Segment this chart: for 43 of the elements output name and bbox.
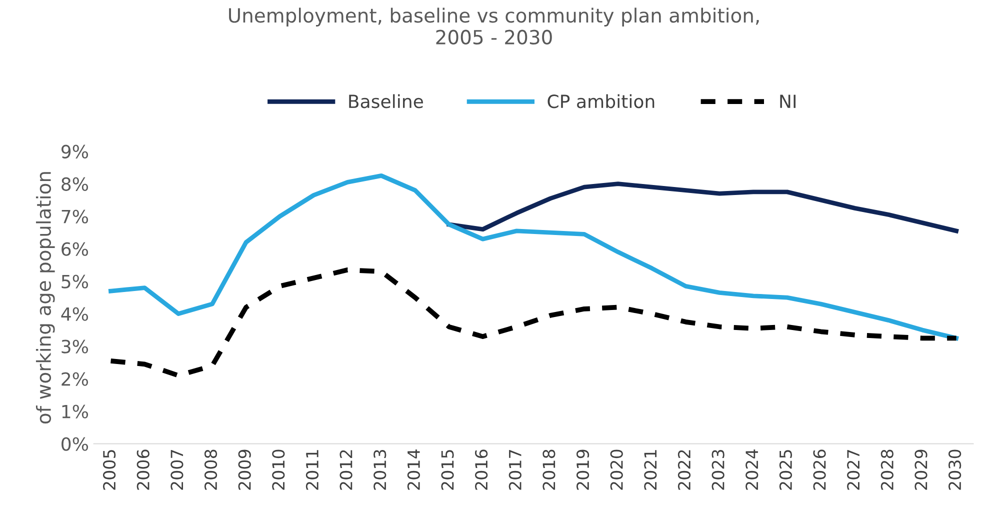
x-tick-label: 2014 xyxy=(407,450,420,490)
x-tick-label: 2016 xyxy=(475,450,488,490)
y-tick-label: 8% xyxy=(62,177,88,191)
x-tick-label: 2019 xyxy=(576,450,590,490)
x-tick-label: 2011 xyxy=(306,450,319,490)
y-tick-label: 2% xyxy=(62,372,88,386)
x-tick-label: 2005 xyxy=(103,450,116,490)
x-tick-label: 2027 xyxy=(847,450,860,490)
line-series xyxy=(446,182,958,234)
y-tick-label: 5% xyxy=(62,274,88,288)
x-tick-label: 2006 xyxy=(136,450,150,490)
x-tick-label: 2012 xyxy=(340,450,352,490)
x-tick-label: 2022 xyxy=(678,450,691,490)
legend-label: NI xyxy=(780,94,796,108)
legend-label: Baseline xyxy=(349,94,423,108)
y-axis-title: of working age population xyxy=(36,172,55,424)
y-tick-label: 1% xyxy=(62,404,88,418)
line-series xyxy=(108,173,958,340)
y-tick-label: 7% xyxy=(62,210,88,224)
chart-title: Unemployment, baseline vs community plan ambition, 2005 - 2030 xyxy=(229,8,759,45)
x-tick-label: 2025 xyxy=(779,450,792,490)
x-tick-label: 2029 xyxy=(914,450,928,490)
legend-label: CP ambition xyxy=(548,94,654,108)
y-tick-label: 3% xyxy=(62,340,88,354)
x-tick-label: 2023 xyxy=(712,450,724,490)
x-tick-label: 2018 xyxy=(542,450,556,490)
x-tick-label: 2009 xyxy=(238,450,251,490)
y-tick-label: 0% xyxy=(62,437,88,451)
x-tick-label: 2015 xyxy=(441,450,454,490)
y-tick-label: 9% xyxy=(61,144,88,158)
x-tick-label: 2020 xyxy=(610,450,623,490)
x-tick-label: 2010 xyxy=(272,450,285,490)
x-tick-label: 2028 xyxy=(880,450,894,490)
y-tick-label: 4% xyxy=(61,307,88,321)
y-tick-label: 6% xyxy=(62,242,88,256)
x-tick-label: 2017 xyxy=(508,450,522,490)
x-tick-label: 2013 xyxy=(374,450,386,490)
x-tick-label: 2008 xyxy=(204,450,218,490)
x-tick-label: 2030 xyxy=(948,450,962,490)
x-tick-label: 2007 xyxy=(170,450,184,490)
x-tick-label: 2021 xyxy=(644,450,657,490)
x-tick-label: 2024 xyxy=(746,450,758,490)
x-tick-label: 2026 xyxy=(813,450,826,490)
